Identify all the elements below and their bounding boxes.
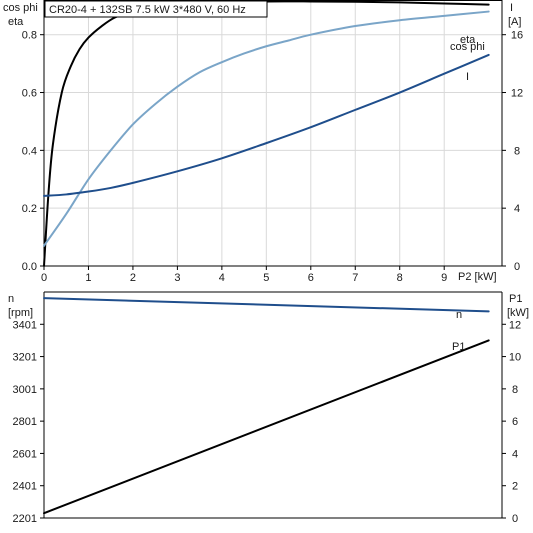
power-axis-tick-label: 12 [509, 319, 521, 331]
power-axis-tick-label: 0 [512, 513, 518, 525]
x-tick-label: 1 [85, 272, 91, 284]
x-tick-label: 8 [397, 272, 403, 284]
power-axis-tick-label: 10 [509, 352, 521, 364]
left-y-tick-label: 0.4 [22, 145, 37, 157]
speed-curve [43, 297, 490, 313]
series-label-speed: n [456, 309, 462, 321]
speed-axis-tick-label: 2601 [13, 448, 37, 460]
left-y-tick-label: 0.8 [22, 30, 37, 42]
speed-axis-tick-label: 2201 [13, 513, 37, 525]
input-power-curve [43, 339, 490, 515]
bottom-right-axis-label-1: P1 [509, 293, 522, 305]
x-tick-label: 7 [352, 272, 358, 284]
series-label-cos-phi: cos phi [450, 41, 485, 53]
power-axis-tick-label: 6 [512, 416, 518, 428]
right-y-tick-label: 12 [511, 88, 523, 100]
top-left-axis-label-1: cos phi [3, 2, 38, 14]
power-axis-tick-label: 8 [512, 384, 518, 396]
power-axis-tick-label: 4 [512, 448, 518, 460]
chart-title: CR20-4 + 132SB 7.5 kW 3*480 V, 60 Hz [49, 4, 246, 16]
series-label-current: I [466, 71, 469, 83]
speed-axis-tick-label: 3201 [13, 352, 37, 364]
x-tick-label: 0 [41, 272, 47, 284]
bottom-chart-ticks: 2201 2401 2601 2801 3001 3201 3401 0 2 4 6 8 10 12 [13, 319, 522, 525]
title-box [44, 0, 268, 18]
x-tick-label: 3 [174, 272, 180, 284]
bottom-chart-curves [43, 297, 490, 515]
bottom-right-axis-label-2: [kW] [507, 307, 529, 319]
x-tick-label: 9 [441, 272, 447, 284]
power-axis-tick-label: 2 [512, 481, 518, 493]
top-chart-gridlines [44, 0, 502, 266]
left-y-tick-label: 0.0 [22, 261, 37, 273]
top-right-axis-label-1: I [510, 2, 513, 14]
cos-phi-curve [43, 10, 490, 247]
left-y-tick-label: 0.6 [22, 88, 37, 100]
x-tick-label: 5 [263, 272, 269, 284]
x-axis-label: P2 [kW] [458, 271, 497, 283]
speed-axis-tick-label: 2401 [13, 481, 37, 493]
right-y-tick-label: 8 [514, 145, 520, 157]
x-tick-label: 2 [130, 272, 136, 284]
left-y-tick-label: 0.2 [22, 203, 37, 215]
bottom-left-axis-label-2: [rpm] [8, 307, 33, 319]
speed-axis-tick-label: 3401 [13, 319, 37, 331]
x-tick-label: 6 [308, 272, 314, 284]
series-label-eta: eta [460, 34, 476, 46]
top-left-axis-label-2: eta [8, 16, 24, 28]
right-y-tick-label: 16 [511, 30, 523, 42]
series-label-input-power: P1 [452, 341, 465, 353]
top-right-axis-label-2: [A] [508, 16, 521, 28]
x-tick-label: 4 [219, 272, 225, 284]
speed-axis-tick-label: 3001 [13, 384, 37, 396]
bottom-left-axis-label-1: n [8, 293, 14, 305]
speed-axis-tick-label: 2801 [13, 416, 37, 428]
right-y-tick-label: 4 [514, 203, 520, 215]
right-y-tick-label: 0 [514, 261, 520, 273]
current-curve [43, 53, 490, 197]
